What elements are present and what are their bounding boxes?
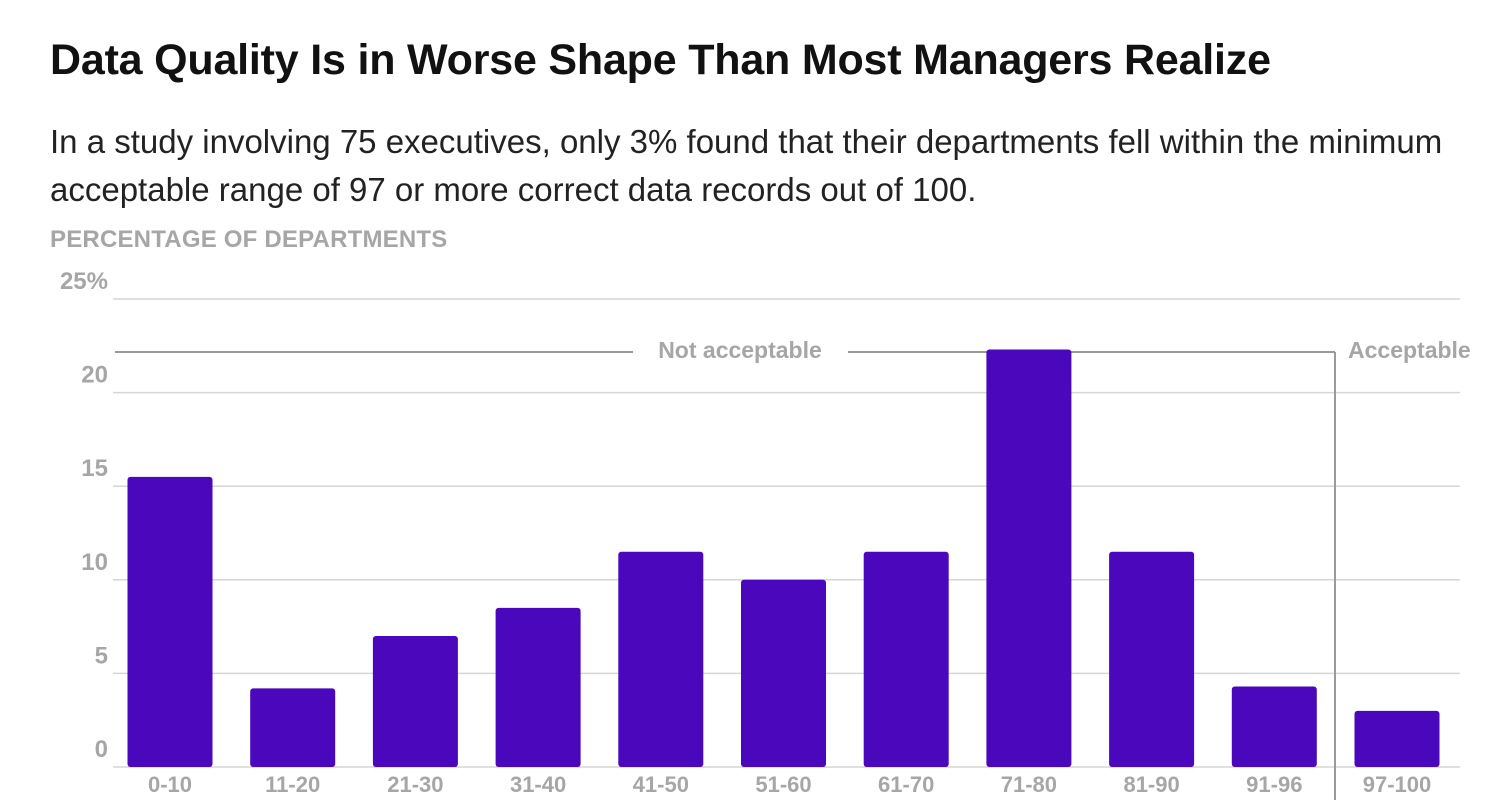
y-tick-label: 0 <box>95 736 108 763</box>
chart-subtitle: In a study involving 75 executives, only… <box>50 123 1443 208</box>
bar <box>986 349 1072 767</box>
bar <box>1231 686 1317 767</box>
x-tick-label: 31-40 <box>510 772 566 797</box>
bar <box>1109 551 1195 767</box>
y-tick-label: 5 <box>95 642 108 669</box>
y-tick-label: 25% <box>60 268 108 295</box>
bar <box>250 688 336 767</box>
chart-title: Data Quality Is in Worse Shape Than Most… <box>50 36 1271 84</box>
acceptable-label: Acceptable <box>1348 337 1471 363</box>
x-tick-label: 91-96 <box>1246 772 1302 797</box>
x-tick-label: 11-20 <box>265 772 320 797</box>
bars <box>127 349 1440 767</box>
x-tick-label: 71-80 <box>1001 772 1057 797</box>
y-tick-label: 15 <box>81 455 108 482</box>
bar <box>495 607 581 767</box>
x-tick-label: 0-10 <box>148 772 192 797</box>
y-tick-label: 20 <box>81 362 108 389</box>
range-annotations: Not acceptable Acceptable <box>115 337 1471 800</box>
bar <box>618 551 704 767</box>
x-tick-label: 51-60 <box>755 772 811 797</box>
bar <box>372 635 458 767</box>
y-axis-label: PERCENTAGE OF DEPARTMENTS <box>50 226 448 253</box>
bar <box>863 551 949 767</box>
not-acceptable-label: Not acceptable <box>658 337 822 363</box>
bar <box>1354 710 1440 767</box>
x-tick-label: 81-90 <box>1123 772 1179 797</box>
x-tick-label: 61-70 <box>878 772 934 797</box>
x-axis-ticks: 0-10 11-20 21-30 31-40 41-50 51-60 61-70 71-80 8… <box>148 772 1431 797</box>
y-tick-label: 10 <box>81 549 108 576</box>
x-tick-label: 41-50 <box>633 772 689 797</box>
x-tick-label: 97-100 <box>1363 772 1432 797</box>
bar <box>127 476 213 767</box>
bar <box>741 579 826 767</box>
y-axis-ticks: 0 5 10 15 20 25% <box>60 268 108 763</box>
x-tick-label: 21-30 <box>387 772 443 797</box>
